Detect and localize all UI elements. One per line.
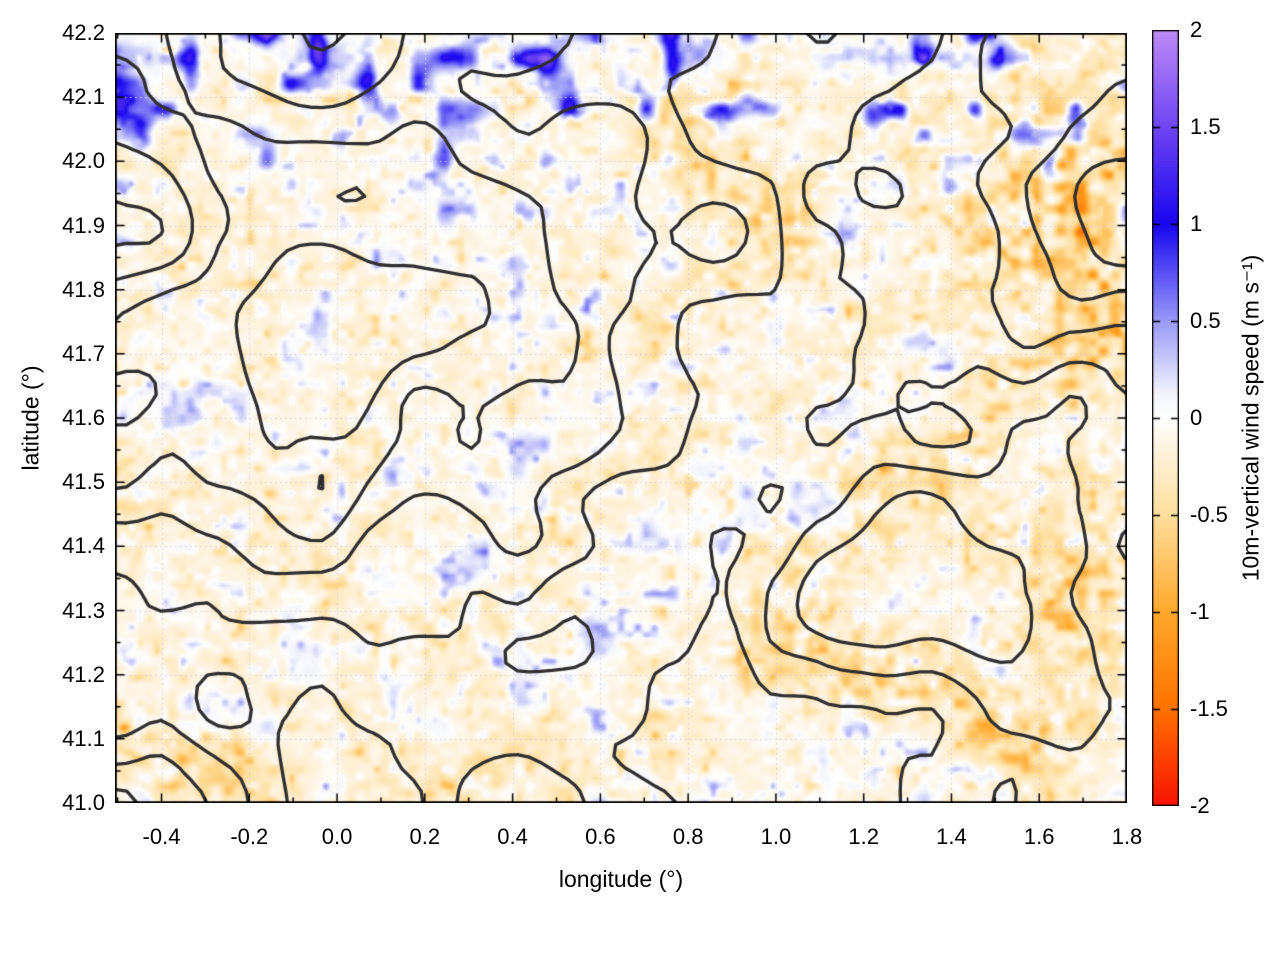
x-tick-label: -0.2 <box>230 824 269 849</box>
x-tick-label: 1.0 <box>760 824 792 849</box>
x-tick-label: -0.4 <box>142 824 181 849</box>
x-tick-label: 1.4 <box>936 824 967 849</box>
y-tick-label: 41.4 <box>62 533 105 559</box>
x-tick-label: 1.2 <box>848 824 879 849</box>
colorbar-tick-label: 0 <box>1190 405 1203 430</box>
y-tick-label: 42.0 <box>62 148 105 174</box>
colorbar-tick-label: 1 <box>1190 211 1203 236</box>
colorbar-tick-label: -1 <box>1190 599 1210 624</box>
x-axis-title: longitude (°) <box>558 866 684 892</box>
x-tick-label: 0.0 <box>321 824 353 849</box>
colorbar <box>1152 30 1179 806</box>
y-tick-label: 41.9 <box>62 212 105 238</box>
x-tick-label: 0.6 <box>585 824 616 849</box>
heatmap-contour-plot-canvas <box>115 33 1127 803</box>
colorbar-tick-label: -1.5 <box>1190 696 1228 721</box>
y-tick-label: 41.6 <box>62 405 105 430</box>
colorbar-title: 10m-vertical wind speed (m s⁻¹) <box>1237 254 1264 582</box>
y-tick-label: 41.7 <box>62 340 105 366</box>
x-tick-label: 0.4 <box>497 824 528 849</box>
x-tick-label: 1.8 <box>1111 824 1143 849</box>
y-tick-label: 41.0 <box>62 790 105 815</box>
colorbar-tick-label: 2 <box>1190 17 1203 42</box>
y-tick-label: 41.3 <box>62 597 105 623</box>
y-tick-label: 42.2 <box>62 20 105 45</box>
y-tick-label: 41.8 <box>62 276 105 302</box>
x-tick-label: 0.2 <box>409 824 441 849</box>
colorbar-tick-label: -2 <box>1190 793 1210 818</box>
colorbar-tick-label: -0.5 <box>1190 502 1228 527</box>
y-axis-title: latitude (°) <box>17 365 44 471</box>
colorbar-tick-label: 1.5 <box>1190 114 1221 139</box>
y-tick-label: 41.1 <box>62 725 105 751</box>
y-tick-label: 42.1 <box>62 84 105 110</box>
y-tick-label: 41.2 <box>62 661 105 687</box>
x-tick-label: 0.8 <box>672 824 704 849</box>
x-tick-label: 1.6 <box>1023 824 1055 849</box>
colorbar-tick-label: 0.5 <box>1190 308 1221 333</box>
y-tick-label: 41.5 <box>62 469 105 495</box>
